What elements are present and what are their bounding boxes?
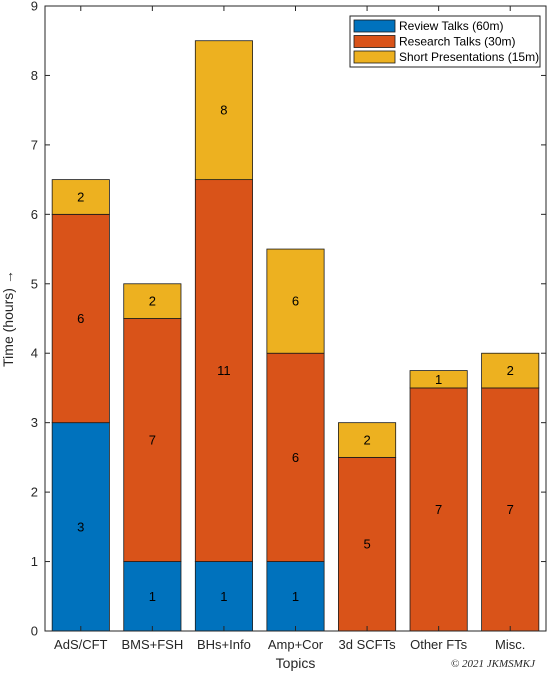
y-tick-label: 3 bbox=[31, 415, 38, 430]
segment-label-3-2: 2 bbox=[149, 294, 156, 309]
segment-label-1-1: 3 bbox=[77, 519, 84, 534]
segment-label-3-1: 2 bbox=[77, 189, 84, 204]
segment-label-2-6: 7 bbox=[435, 502, 442, 517]
y-tick-label: 5 bbox=[31, 276, 38, 291]
bar-segment-1-1 bbox=[51, 422, 110, 632]
legend-swatch-1 bbox=[353, 19, 396, 33]
x-tick-label: Other FTs bbox=[410, 637, 468, 652]
legend: Review Talks (60m) Research Talks (30m)Sh… bbox=[349, 15, 541, 68]
legend-label-2: Research Talks (30m) bbox=[399, 35, 515, 49]
x-tick-label: Misc. bbox=[495, 637, 525, 652]
bar-segment-2-5 bbox=[338, 456, 397, 632]
segment-label-3-4: 6 bbox=[292, 294, 299, 309]
segment-label-3-5: 2 bbox=[363, 433, 370, 448]
bar-segment-2-3 bbox=[194, 179, 253, 562]
bar-segment-2-7 bbox=[481, 387, 540, 632]
legend-swatch-2 bbox=[353, 35, 396, 48]
x-tick-label: BMS+FSH bbox=[121, 637, 183, 652]
bar-segment-3-2 bbox=[123, 283, 182, 319]
y-tick-label: 6 bbox=[31, 207, 38, 222]
y-tick-label: 8 bbox=[31, 68, 38, 83]
segment-label-1-2: 1 bbox=[149, 589, 156, 604]
x-axis-ticks: AdS/CFT BMS+FSH BHs+Info Amp+Cor 3d SCFTs Oth… bbox=[54, 6, 525, 652]
bar-segment-2-6 bbox=[409, 387, 468, 632]
bars-layer bbox=[51, 40, 540, 632]
legend-label-1: Review Talks (60m) bbox=[399, 19, 503, 33]
bar-segment-2-4 bbox=[266, 352, 325, 562]
x-axis-title: Topics bbox=[276, 655, 316, 671]
y-tick-label: 4 bbox=[31, 346, 38, 361]
y-axis-title: Time (hours) → bbox=[0, 270, 16, 367]
segment-label-2-2: 7 bbox=[149, 433, 156, 448]
segment-label-1-4: 1 bbox=[292, 589, 299, 604]
segment-label-2-3: 11 bbox=[217, 363, 231, 378]
bar-segment-3-1 bbox=[51, 179, 110, 215]
legend-swatch-3 bbox=[353, 50, 396, 64]
segment-label-2-4: 6 bbox=[292, 450, 299, 465]
segment-label-3-6: 1 bbox=[435, 372, 442, 387]
segment-label-2-1: 6 bbox=[77, 311, 84, 326]
y-tick-label: 1 bbox=[31, 554, 38, 569]
x-tick-label: BHs+Info bbox=[197, 637, 251, 652]
legend-label-3: Short Presentations (15m) bbox=[399, 50, 539, 64]
bar-segment-3-7 bbox=[481, 352, 540, 389]
bar-segment-2-2 bbox=[123, 318, 182, 562]
bar-segment-3-5 bbox=[338, 422, 397, 458]
segment-label-1-3: 1 bbox=[220, 589, 227, 604]
y-tick-label: 0 bbox=[31, 624, 38, 639]
y-tick-label: 9 bbox=[31, 0, 38, 14]
bar-segment-3-6 bbox=[409, 370, 468, 389]
x-tick-label: 3d SCFTs bbox=[339, 637, 397, 652]
x-tick-label: AdS/CFT bbox=[54, 637, 108, 652]
segment-label-3-3: 8 bbox=[220, 103, 227, 118]
bar-segment-3-4 bbox=[266, 248, 325, 354]
segment-label-2-7: 7 bbox=[507, 502, 514, 517]
y-axis-ticks: 0 1 2 3 4 5 6 7 8 9 bbox=[31, 0, 546, 639]
copyright-text: © 2021 JKMSMKJ bbox=[451, 658, 536, 670]
x-tick-label: Amp+Cor bbox=[268, 637, 324, 652]
segment-label-2-5: 5 bbox=[363, 537, 370, 552]
bar-segment-3-3 bbox=[194, 40, 253, 181]
bar-segment-1-3 bbox=[194, 561, 253, 632]
segment-label-3-7: 2 bbox=[507, 363, 514, 378]
y-tick-label: 2 bbox=[31, 485, 38, 500]
y-tick-label: 7 bbox=[31, 137, 38, 152]
